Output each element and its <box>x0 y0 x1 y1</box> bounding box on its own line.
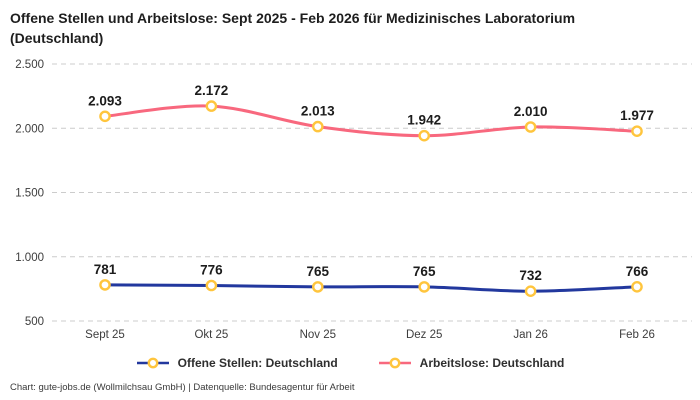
data-point-marker <box>311 281 324 293</box>
legend-label-arbeitslose: Arbeitslose: Deutschland <box>419 356 565 370</box>
x-axis-tick-label: Nov 25 <box>300 329 336 341</box>
y-axis-tick-label: 1.500 <box>15 188 44 200</box>
data-point-label: 2.093 <box>88 93 122 108</box>
data-point-marker <box>99 110 111 123</box>
data-point-label: 765 <box>413 264 436 279</box>
data-point-marker <box>418 129 431 142</box>
data-point-marker <box>524 285 537 297</box>
data-point-marker <box>205 279 218 292</box>
chart-title: Offene Stellen und Arbeitslose: Sept 202… <box>10 10 576 46</box>
x-axis-tick-label: Okt 25 <box>194 329 228 341</box>
y-axis-tick-label: 2.500 <box>15 59 44 71</box>
data-point-label: 2.172 <box>195 83 229 98</box>
series-line <box>103 104 639 138</box>
x-axis-tick-label: Jan 26 <box>513 329 548 341</box>
data-point-marker <box>631 280 643 293</box>
data-point-label: 1.977 <box>620 108 654 123</box>
legend-line-marker-icon <box>136 357 169 369</box>
chart-legend: Offene Stellen: Deutschland Arbeitslose:… <box>0 353 700 373</box>
data-point-marker <box>418 281 431 293</box>
data-point-label: 732 <box>519 268 542 283</box>
legend-item-arbeitslose[interactable]: Arbeitslose: Deutschland <box>378 356 565 370</box>
data-point-label: 766 <box>626 264 649 279</box>
y-axis-tick-label: 500 <box>25 316 44 328</box>
data-point-label: 2.013 <box>301 104 335 119</box>
chart-attribution: Chart: gute-jobs.de (Wollmilchsau GmbH) … <box>10 382 355 393</box>
data-point-label: 765 <box>307 264 330 279</box>
line-chart-plot: 500 1.000 1.500 2.000 2.500 Sept 25 Okt 25 Nov … <box>15 59 692 341</box>
x-axis-tick-label: Dez 25 <box>406 329 442 341</box>
data-point-label: 781 <box>94 262 117 277</box>
data-point-marker <box>311 120 324 133</box>
legend-label-offene-stellen: Offene Stellen: Deutschland <box>177 356 338 370</box>
data-point-label: 2.010 <box>514 104 548 119</box>
series-line <box>103 283 639 293</box>
data-point-marker <box>99 279 111 291</box>
x-axis-tick-label: Sept 25 <box>85 329 125 341</box>
x-axis-tick-label: Feb 26 <box>619 329 655 341</box>
data-point-label: 1.942 <box>407 113 441 128</box>
legend-item-offene-stellen[interactable]: Offene Stellen: Deutschland <box>136 356 338 370</box>
y-axis-tick-label: 1.000 <box>15 252 44 264</box>
data-point-marker <box>524 121 537 133</box>
legend-line-marker-icon <box>378 357 411 369</box>
y-axis-tick-label: 2.000 <box>15 123 44 135</box>
data-point-marker <box>205 100 218 112</box>
data-point-marker <box>631 125 643 137</box>
data-point-label: 776 <box>200 263 223 278</box>
